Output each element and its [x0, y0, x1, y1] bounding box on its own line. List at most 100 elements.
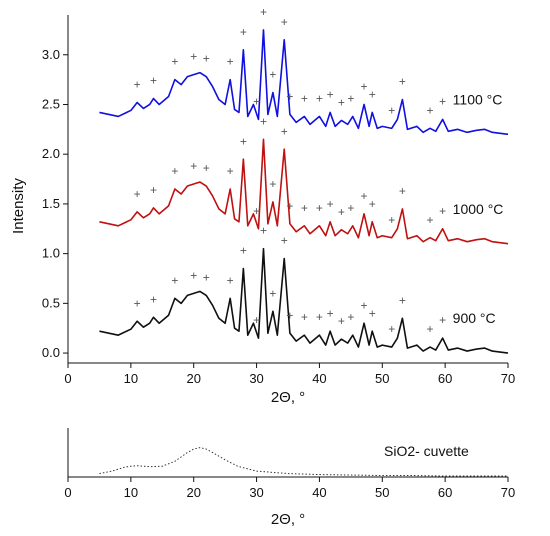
peak-marker-1-20: +	[399, 184, 406, 198]
x-tick-label-6: 60	[438, 371, 452, 386]
ref-x-tick-label-2: 20	[186, 485, 200, 500]
peak-marker-2-16: +	[347, 310, 354, 324]
y-tick-label-1: 0.5	[42, 295, 60, 310]
series-label-2: 900 °C	[453, 310, 496, 326]
main-ticks-group: 0 10 20 30 40 50 60 70 0.0 0.5 1.0 1.5 2.0 2.5 3.0	[42, 47, 515, 386]
peak-marker-0-12: +	[301, 91, 308, 105]
peak-marker-2-3: +	[190, 268, 197, 282]
peak-marker-1-1: +	[150, 183, 157, 197]
peak-marker-1-17: +	[361, 189, 368, 203]
ref-x-tick-label-1: 10	[124, 485, 138, 500]
ref-x-tick-label-7: 70	[501, 485, 515, 500]
peak-marker-1-19: +	[388, 213, 395, 227]
peak-marker-0-10: +	[281, 15, 288, 29]
peak-marker-1-11: +	[286, 199, 293, 213]
x-axis-title: 2Θ, °	[271, 389, 305, 406]
ref-x-tick-label-4: 40	[312, 485, 326, 500]
peak-marker-1-7: +	[253, 204, 260, 218]
peak-marker-0-22: +	[439, 94, 446, 108]
peak-marker-2-12: +	[301, 310, 308, 324]
x-tick-label-0: 0	[64, 371, 71, 386]
peak-marker-1-6: +	[240, 134, 247, 148]
cuvette-reference-chart: 0 10 20 30 40 50 60 70 SiO2- cuvette 2Θ, °	[64, 428, 515, 528]
peak-marker-0-15: +	[338, 95, 345, 109]
peak-marker-2-2: +	[171, 273, 178, 287]
peak-marker-1-3: +	[190, 159, 197, 173]
series-line-0	[99, 29, 509, 136]
peak-marker-2-11: +	[286, 308, 293, 322]
y-tick-label-2: 1.0	[42, 246, 60, 261]
peak-marker-0-3: +	[190, 50, 197, 64]
peak-marker-1-8: +	[260, 114, 267, 128]
y-tick-label-5: 2.5	[42, 96, 60, 111]
ref-x-tick-label-6: 60	[438, 485, 452, 500]
peak-marker-0-2: +	[171, 55, 178, 69]
series-line-2	[99, 247, 509, 354]
peak-marker-0-5: +	[227, 55, 234, 69]
peak-marker-2-15: +	[338, 314, 345, 328]
series-label-1: 1000 °C	[453, 201, 504, 217]
x-tick-label-1: 10	[124, 371, 138, 386]
peak-marker-0-13: +	[316, 91, 323, 105]
peak-marker-2-22: +	[439, 313, 446, 327]
ref-x-tick-label-3: 30	[249, 485, 263, 500]
peak-marker-2-9: +	[269, 286, 276, 300]
peak-marker-2-7: +	[253, 313, 260, 327]
series-2: + ++ + + +++++++ + + ++ +++++++ 900 °C	[99, 224, 509, 354]
y-tick-label-0: 0.0	[42, 345, 60, 360]
ref-series-label: SiO2- cuvette	[384, 443, 469, 459]
peak-marker-0-21: +	[427, 103, 434, 117]
peak-marker-2-5: +	[227, 273, 234, 287]
peak-marker-2-6: +	[240, 244, 247, 258]
series-label-0: 1100 °C	[453, 91, 503, 107]
peak-marker-2-21: +	[427, 322, 434, 336]
peak-marker-2-4: +	[203, 270, 210, 284]
peak-marker-2-18: +	[369, 306, 376, 320]
peak-marker-0-4: +	[203, 52, 210, 66]
peak-marker-0-0: +	[134, 78, 141, 92]
ref-series-line-0	[99, 447, 508, 477]
peak-marker-1-2: +	[171, 164, 178, 178]
peak-marker-1-21: +	[427, 213, 434, 227]
peak-marker-1-0: +	[134, 187, 141, 201]
peak-marker-0-17: +	[361, 80, 368, 94]
peak-marker-2-10: +	[281, 234, 288, 248]
peak-marker-1-15: +	[338, 205, 345, 219]
peak-marker-1-16: +	[347, 201, 354, 215]
peak-marker-1-22: +	[439, 204, 446, 218]
main-series-group: + ++ + + +++++++ + + ++ +++++++ 1100 °C+ ++ + + +++++…	[99, 5, 509, 354]
y-tick-label-6: 3.0	[42, 47, 60, 62]
peak-marker-0-7: +	[253, 94, 260, 108]
series-1: + + + + + + + + + + + + + + + + + + + + + + + 1000 °C	[99, 114, 509, 245]
peak-marker-2-17: +	[361, 298, 368, 312]
peak-marker-0-19: +	[388, 103, 395, 117]
peak-marker-1-14: +	[327, 197, 334, 211]
x-tick-label-3: 30	[249, 371, 263, 386]
peak-marker-1-13: +	[316, 201, 323, 215]
peak-marker-0-1: +	[150, 74, 157, 88]
ref-series-group	[99, 447, 508, 477]
series-line-1	[99, 138, 509, 245]
peak-marker-2-8: +	[260, 224, 267, 238]
peak-marker-0-9: +	[269, 68, 276, 82]
peak-marker-2-13: +	[316, 310, 323, 324]
ref-x-axis-title: 2Θ, °	[271, 511, 305, 528]
ref-x-tick-label-5: 50	[375, 485, 389, 500]
peak-marker-0-14: +	[327, 88, 334, 102]
peak-marker-1-5: +	[227, 164, 234, 178]
peak-marker-1-18: +	[369, 197, 376, 211]
peak-marker-0-6: +	[240, 25, 247, 39]
peak-marker-1-9: +	[269, 177, 276, 191]
peak-marker-0-18: +	[369, 88, 376, 102]
main-xrd-chart: + ++ + + +++++++ + + ++ +++++++ 1100 °C+ ++ + + +++++…	[10, 5, 515, 406]
peak-marker-0-11: +	[286, 90, 293, 104]
peak-marker-2-20: +	[399, 293, 406, 307]
peak-marker-0-20: +	[399, 75, 406, 89]
x-tick-label-2: 20	[186, 371, 200, 386]
peak-marker-1-12: +	[301, 201, 308, 215]
peak-marker-0-16: +	[347, 91, 354, 105]
y-tick-label-4: 2.0	[42, 146, 60, 161]
x-tick-label-4: 40	[312, 371, 326, 386]
ref-x-tick-label-0: 0	[64, 485, 71, 500]
